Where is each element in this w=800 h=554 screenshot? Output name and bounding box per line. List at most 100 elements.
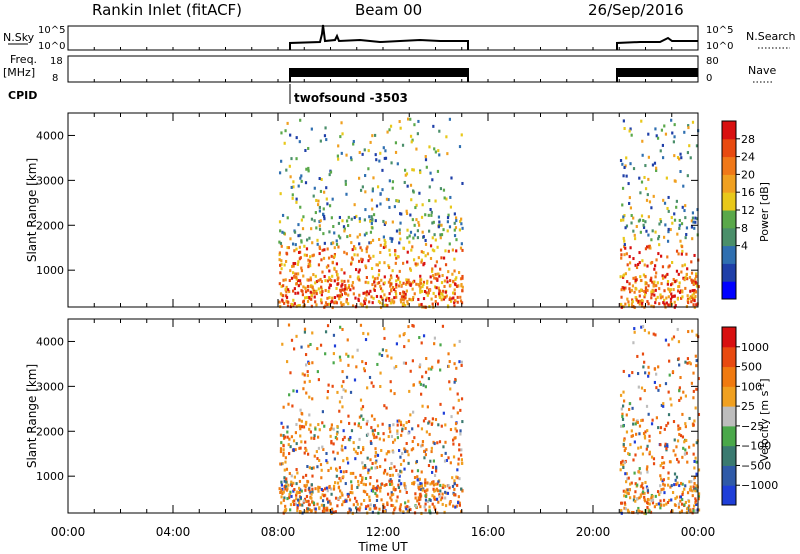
heatmap-cell	[372, 213, 376, 217]
heatmap-cell	[677, 289, 680, 293]
heatmap-cell	[347, 494, 350, 498]
heatmap-cell	[633, 471, 636, 475]
heatmap-cell	[412, 168, 415, 172]
heatmap-cell	[364, 338, 368, 342]
heatmap-cell	[441, 293, 444, 297]
heatmap-cell	[628, 129, 631, 133]
heatmap-cell	[447, 456, 450, 460]
heatmap-cell	[673, 438, 676, 442]
heatmap-cell	[659, 484, 662, 488]
heatmap-cell	[321, 421, 324, 425]
heatmap-cell	[653, 293, 656, 297]
heatmap-cell	[359, 323, 363, 327]
heatmap-cell	[309, 430, 312, 434]
heatmap-cell	[460, 301, 464, 305]
heatmap-cell	[368, 215, 371, 219]
heatmap-cell	[402, 295, 406, 299]
colorbar-swatch	[722, 138, 736, 158]
heatmap-cell	[305, 420, 308, 424]
heatmap-cell	[343, 229, 346, 233]
nsearch-label: N.Search	[746, 30, 796, 43]
heatmap-cell	[284, 287, 287, 291]
heatmap-cell	[373, 288, 376, 292]
heatmap-cell	[668, 290, 672, 294]
heatmap-cell	[355, 499, 358, 503]
heatmap-cell	[310, 297, 313, 301]
heatmap-cell	[316, 457, 319, 461]
heatmap-cell	[280, 501, 283, 505]
heatmap-cell	[303, 244, 306, 248]
heatmap-cell	[668, 264, 671, 268]
heatmap-cell	[633, 290, 636, 294]
heatmap-cell	[455, 504, 458, 508]
heatmap-cell	[359, 246, 362, 250]
heatmap-cell	[431, 470, 434, 474]
heatmap-cell	[434, 150, 437, 154]
heatmap-cell	[405, 280, 409, 284]
heatmap-cell	[285, 285, 288, 289]
heatmap-cell	[379, 243, 382, 247]
heatmap-cell	[311, 500, 314, 504]
heatmap-cell	[453, 362, 456, 366]
heatmap-cell	[655, 169, 658, 173]
heatmap-cell	[284, 487, 287, 491]
heatmap-cell	[363, 464, 367, 468]
heatmap-cell	[330, 242, 333, 246]
heatmap-cell	[639, 397, 642, 401]
heatmap-cell	[627, 182, 630, 186]
heatmap-cell	[650, 422, 654, 426]
heatmap-cell	[297, 251, 301, 255]
heatmap-cell	[681, 482, 684, 486]
heatmap-cell	[298, 245, 301, 249]
heatmap-cell	[440, 298, 443, 302]
power-heatmap	[278, 117, 700, 310]
heatmap-cell	[304, 485, 307, 489]
heatmap-cell	[411, 280, 415, 284]
heatmap-cell	[660, 128, 664, 132]
heatmap-cell	[667, 209, 670, 213]
heatmap-cell	[446, 229, 449, 233]
heatmap-cell	[389, 274, 393, 278]
heatmap-cell	[308, 395, 311, 399]
colorbar-tick-label: −500	[741, 459, 771, 472]
heatmap-cell	[692, 389, 695, 393]
heatmap-cell	[623, 501, 626, 505]
heatmap-cell	[310, 436, 313, 440]
heatmap-cell	[374, 451, 377, 455]
heatmap-cell	[451, 248, 454, 252]
heatmap-cell	[296, 279, 300, 283]
heatmap-cell	[622, 119, 625, 123]
heatmap-cell	[682, 276, 685, 280]
heatmap-cell	[676, 155, 680, 159]
heatmap-cell	[631, 371, 634, 375]
heatmap-cell	[364, 174, 367, 178]
heatmap-cell	[457, 501, 460, 505]
heatmap-cell	[683, 209, 686, 213]
heatmap-cell	[655, 134, 658, 138]
heatmap-cell	[438, 295, 442, 299]
heatmap-cell	[347, 492, 350, 496]
heatmap-cell	[439, 489, 442, 493]
heatmap-cell	[661, 456, 664, 460]
heatmap-cell	[304, 363, 308, 367]
heatmap-cell	[654, 494, 657, 498]
heatmap-cell	[408, 505, 411, 509]
xtick-label: 08:00	[261, 525, 296, 539]
heatmap-cell	[318, 205, 321, 209]
heatmap-cell	[641, 418, 644, 422]
heatmap-cell	[658, 287, 661, 291]
heatmap-cell	[286, 300, 290, 304]
heatmap-cell	[336, 273, 339, 277]
heatmap-cell	[692, 485, 695, 489]
heatmap-cell	[411, 427, 414, 431]
heatmap-cell	[430, 450, 433, 454]
heatmap-cell	[310, 509, 313, 513]
heatmap-cell	[370, 221, 373, 225]
heatmap-cell	[355, 214, 358, 218]
heatmap-cell	[686, 460, 689, 464]
heatmap-cell	[374, 486, 377, 490]
heatmap-cell	[654, 297, 658, 301]
heatmap-cell	[417, 297, 420, 301]
heatmap-cell	[394, 141, 398, 145]
heatmap-cell	[385, 452, 388, 456]
